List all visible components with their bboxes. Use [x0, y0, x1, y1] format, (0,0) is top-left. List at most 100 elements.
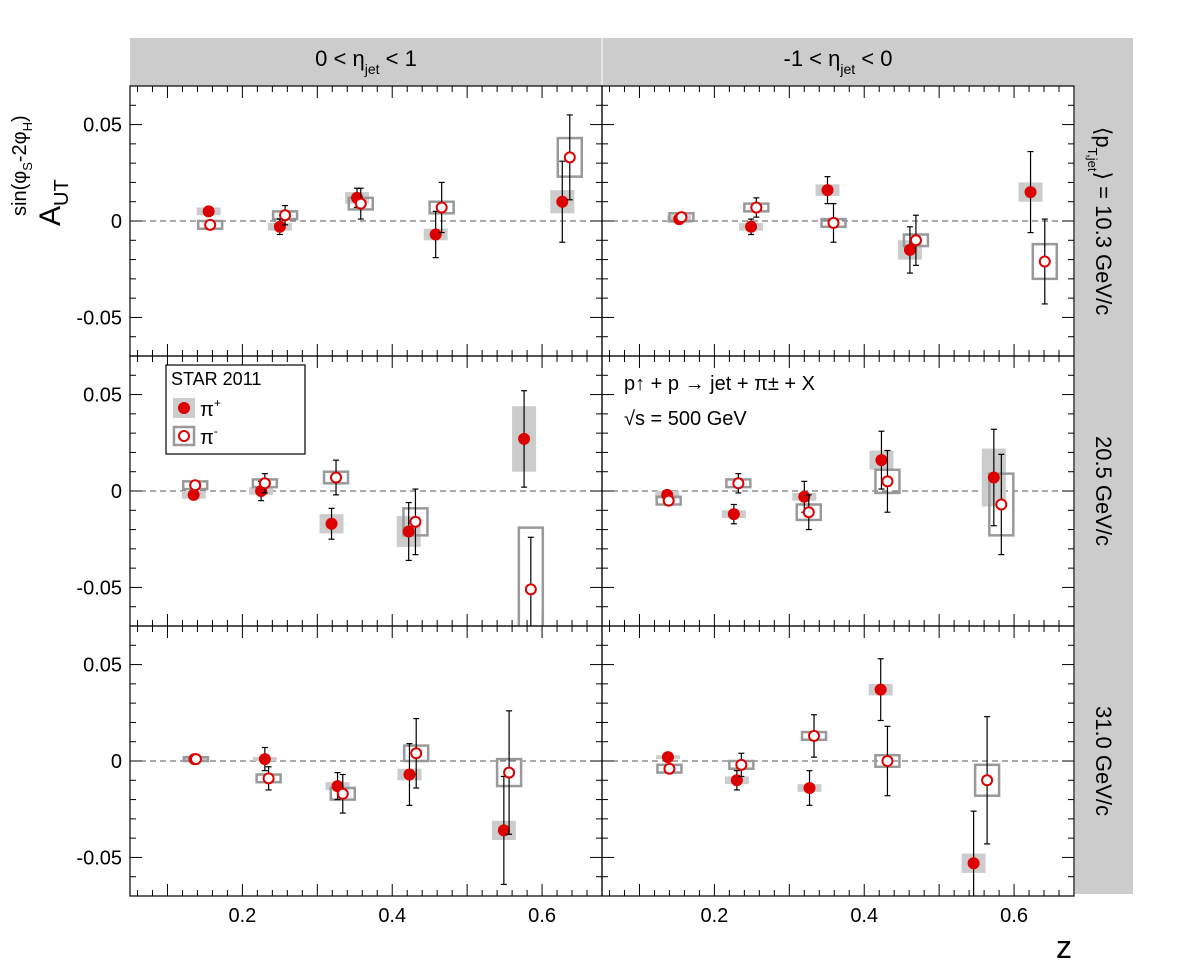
column-header-eta-negative: -1 < ηjet < 0 — [784, 46, 893, 77]
legend-label-pi-minus: π- — [200, 424, 218, 449]
pi-minus-point — [563, 151, 576, 164]
pi-minus-point — [802, 506, 815, 519]
panel-plot-area — [182, 710, 523, 886]
row-label-pt-10: ⟨pT,jet⟩ = 10.3 GeV/c — [1085, 127, 1116, 315]
pi-plus-point — [803, 782, 816, 794]
pi-minus-point — [336, 787, 349, 800]
annotation-energy: √s = 500 GeV — [624, 408, 747, 430]
legend: STAR 2011 π+ π- — [165, 364, 306, 455]
pi-minus-point — [1038, 255, 1051, 268]
pi-minus-point — [330, 471, 343, 484]
x-tick-label: 0.2 — [228, 905, 256, 927]
y-tick-label: -0.05 — [76, 847, 122, 869]
y-axis-title: AUT sin(φS-2φH) — [9, 115, 73, 226]
pi-minus-point — [409, 515, 422, 528]
y-axis-title-superscript: sin(φS-2φH) — [9, 115, 35, 216]
panel-r2-c1: 0.2 0.4 0.6 — [601, 625, 1075, 927]
pi-minus-point — [981, 774, 994, 787]
pi-minus-point — [995, 498, 1008, 511]
panel-plot-area — [196, 114, 584, 259]
x-tick-label: 0.4 — [850, 905, 878, 927]
pi-minus-point — [750, 201, 763, 214]
panel-plot-area — [655, 658, 1001, 896]
pi-minus-point — [663, 762, 676, 775]
pi-minus-point — [410, 747, 423, 760]
y-tick-label: 0 — [111, 751, 122, 773]
legend-title: STAR 2011 — [171, 369, 261, 389]
pi-minus-point — [827, 216, 840, 229]
panel-plot-area — [181, 390, 545, 626]
y-tick-label: 0 — [111, 481, 122, 503]
pi-minus-point — [279, 209, 292, 222]
x-tick-label: 0.6 — [1000, 905, 1028, 927]
pi-minus-point — [503, 766, 516, 779]
pi-plus-point — [730, 774, 743, 787]
pi-plus-point — [187, 488, 200, 501]
pi-plus-point — [1024, 186, 1037, 199]
y-tick-label: 0 — [111, 211, 122, 233]
y-tick-label: 0.05 — [83, 655, 122, 677]
pi-plus-point — [875, 454, 888, 467]
pi-plus-point — [325, 517, 338, 530]
panel-r0-c1 — [601, 85, 1075, 357]
pi-minus-sys-band — [517, 526, 545, 626]
pi-plus-point — [518, 432, 531, 445]
y-tick-label: -0.05 — [76, 307, 122, 329]
pi-minus-point — [662, 494, 675, 507]
pi-minus-point — [258, 477, 271, 490]
x-axis-title: z — [1056, 929, 1072, 964]
row-header-strip — [1075, 38, 1133, 894]
pi-minus-point — [524, 583, 537, 596]
pi-plus-point — [987, 471, 1000, 484]
pi-minus-point — [189, 753, 202, 766]
pi-minus-point — [204, 218, 217, 231]
pi-plus-point — [903, 243, 916, 256]
panel-r1-c0: -0.05 0 0.05 — [76, 355, 603, 627]
annotation-reaction: p↑ + p → jet + π± + X — [624, 373, 815, 395]
panel-r2-c0: -0.05 0 0.05 0.2 0.4 0.6 — [76, 625, 603, 927]
pi-minus-point — [909, 234, 922, 247]
pi-plus-point — [556, 195, 569, 208]
x-tick-label: 0.4 — [378, 905, 406, 927]
pi-plus-point — [745, 220, 758, 233]
pi-plus-point — [821, 184, 834, 197]
pi-minus-point — [735, 758, 748, 771]
legend-marker-pi-minus — [178, 430, 190, 442]
y-axis-title-main: AUT — [34, 179, 73, 226]
pi-minus-point — [435, 201, 448, 214]
panel-plot-area — [667, 150, 1059, 305]
pi-plus-point — [497, 824, 510, 837]
legend-band-pi-minus — [172, 425, 196, 447]
pi-plus-point — [258, 753, 271, 766]
pi-minus-point — [881, 475, 894, 488]
pi-plus-point — [727, 508, 740, 521]
pi-minus-point — [808, 729, 821, 742]
row-label-pt-31: 31.0 GeV/c — [1091, 706, 1116, 816]
pi-plus-point — [661, 751, 674, 764]
pi-plus-point — [402, 525, 415, 538]
y-tick-label: -0.05 — [76, 577, 122, 599]
panel-r1-c1 — [601, 355, 1075, 627]
pi-plus-point — [202, 205, 215, 218]
panel-plot-area — [655, 428, 1015, 556]
legend-marker-pi-plus — [178, 402, 190, 414]
pi-minus-point — [675, 211, 688, 224]
pi-plus-point — [429, 228, 442, 241]
pi-plus-point — [403, 768, 416, 781]
panel-r0-c0: -0.05 0 0.05 — [76, 85, 603, 357]
pi-plus-point — [874, 683, 887, 696]
column-header-eta-positive: 0 < ηjet < 1 — [315, 46, 417, 77]
pi-plus-point — [967, 857, 980, 870]
pi-minus-point — [354, 197, 367, 210]
pi-minus-point — [732, 477, 745, 490]
x-tick-label: 0.2 — [700, 905, 728, 927]
y-tick-label: 0.05 — [83, 115, 122, 137]
pi-minus-point — [189, 479, 202, 492]
x-tick-label: 0.6 — [528, 905, 556, 927]
pi-plus-point — [273, 220, 286, 233]
pi-plus-point — [798, 490, 811, 503]
pi-minus-point — [262, 772, 275, 785]
y-tick-label: 0.05 — [83, 385, 122, 407]
